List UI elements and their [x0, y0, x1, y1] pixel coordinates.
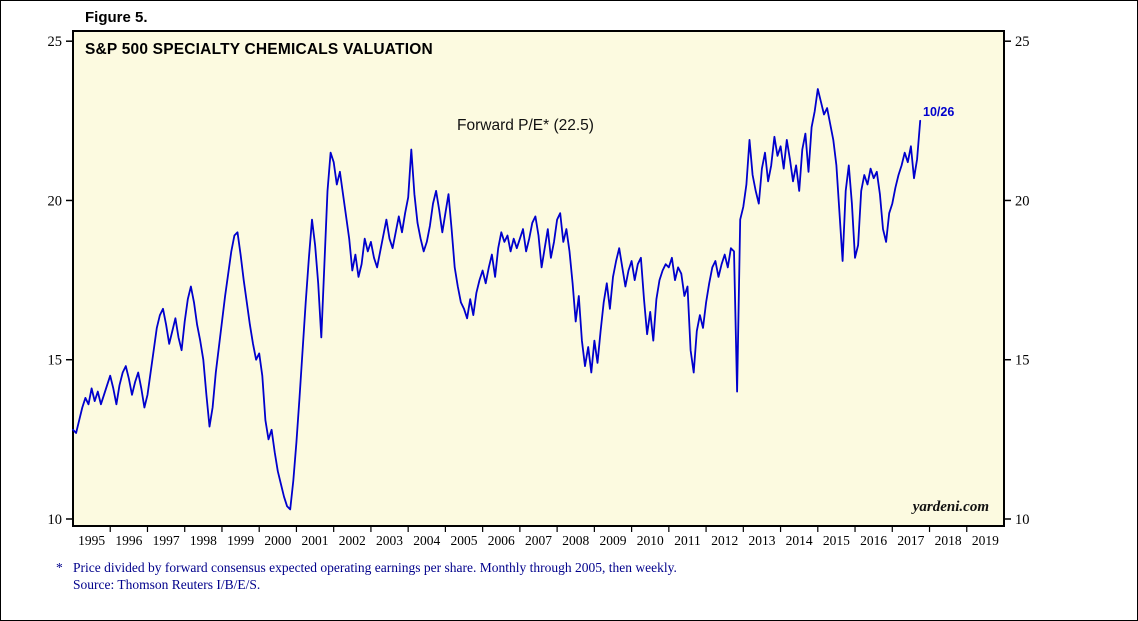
svg-text:20: 20 [48, 193, 63, 209]
svg-text:2001: 2001 [302, 533, 329, 548]
watermark-yardeni: yardeni.com [912, 499, 989, 515]
chart-title: S&P 500 SPECIALTY CHEMICALS VALUATION [85, 41, 433, 58]
svg-text:2015: 2015 [823, 533, 850, 548]
svg-text:2017: 2017 [897, 533, 924, 548]
svg-text:2016: 2016 [860, 533, 887, 548]
svg-text:2003: 2003 [376, 533, 403, 548]
svg-text:2002: 2002 [339, 533, 366, 548]
svg-text:1996: 1996 [115, 533, 142, 548]
svg-text:2014: 2014 [786, 533, 813, 548]
latest-date-label: 10/26 [923, 105, 955, 119]
svg-text:10: 10 [48, 512, 63, 528]
svg-text:2008: 2008 [562, 533, 589, 548]
svg-text:2007: 2007 [525, 533, 552, 548]
svg-text:20: 20 [1015, 193, 1030, 209]
footnote-asterisk: * [56, 560, 63, 575]
svg-text:10: 10 [1015, 512, 1030, 528]
svg-text:2013: 2013 [748, 533, 775, 548]
svg-text:2010: 2010 [637, 533, 664, 548]
svg-text:2000: 2000 [264, 533, 291, 548]
svg-text:25: 25 [48, 34, 63, 50]
svg-text:2019: 2019 [972, 533, 999, 548]
svg-text:2006: 2006 [488, 533, 515, 548]
svg-text:1998: 1998 [190, 533, 217, 548]
svg-text:15: 15 [48, 353, 63, 369]
svg-text:1997: 1997 [153, 533, 180, 548]
svg-text:2005: 2005 [451, 533, 478, 548]
svg-text:15: 15 [1015, 353, 1030, 369]
footnote-source: Source: Thomson Reuters I/B/E/S. [73, 577, 261, 592]
svg-text:1999: 1999 [227, 533, 254, 548]
svg-text:2018: 2018 [935, 533, 962, 548]
svg-text:25: 25 [1015, 34, 1030, 50]
svg-text:2009: 2009 [599, 533, 626, 548]
footnote-text: Price divided by forward consensus expec… [73, 560, 677, 575]
series-annotation: Forward P/E* (22.5) [457, 117, 594, 134]
svg-text:1995: 1995 [78, 533, 105, 548]
svg-text:2011: 2011 [674, 533, 701, 548]
svg-text:2012: 2012 [711, 533, 738, 548]
svg-text:2004: 2004 [413, 533, 440, 548]
figure-label: Figure 5. [85, 9, 148, 26]
